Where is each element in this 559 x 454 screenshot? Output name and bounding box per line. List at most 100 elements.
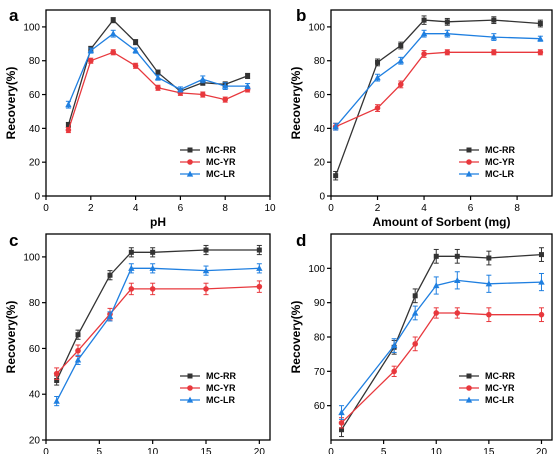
data-point: [333, 173, 339, 179]
data-point: [149, 286, 156, 292]
x-tick-label: 6: [468, 203, 474, 214]
data-point: [128, 249, 134, 255]
data-point: [486, 255, 492, 261]
data-point: [486, 311, 492, 318]
x-tick-label: 15: [483, 447, 495, 454]
panel-c: 0510152020406080100Extraction Time (min)…: [4, 231, 271, 454]
data-point: [75, 332, 81, 338]
data-point: [374, 105, 381, 111]
data-point: [444, 49, 451, 56]
data-point: [444, 30, 451, 37]
series-mc-lr: [53, 263, 263, 407]
y-tick-label: 100: [23, 22, 40, 33]
data-point: [421, 51, 427, 57]
y-tick-label: 40: [29, 390, 41, 401]
y-axis-title: Recovery(%): [4, 67, 18, 140]
y-tick-label: 0: [34, 192, 40, 203]
panel-a: 0 2 4 6 8 10020406080100pHRecovery(%)aMC-RRMC…: [4, 6, 276, 229]
y-axis-title: Recovery(%): [289, 67, 303, 140]
data-point: [110, 49, 116, 56]
series-mc-rr: [65, 17, 251, 129]
data-point: [222, 96, 228, 103]
x-tick-label: 20: [536, 447, 548, 454]
y-tick-label: 60: [29, 90, 41, 101]
data-point: [454, 310, 461, 316]
x-tick-label: 20: [254, 447, 266, 454]
y-tick-label: 70: [314, 367, 326, 378]
data-point: [110, 30, 117, 37]
legend-label: MC-YR: [206, 157, 236, 167]
data-point: [106, 313, 114, 319]
x-tick-label: 5: [97, 447, 103, 454]
data-point: [107, 272, 113, 278]
data-point: [256, 247, 262, 253]
panel-letter: d: [296, 231, 306, 250]
x-tick-label: 8: [222, 203, 228, 214]
legend-label: MC-RR: [485, 145, 515, 155]
y-axis-title: Recovery(%): [4, 301, 18, 374]
y-tick-label: 60: [314, 401, 326, 412]
data-point: [65, 127, 72, 133]
series-mc-yr: [338, 307, 545, 429]
data-point: [222, 82, 229, 89]
data-point: [454, 253, 460, 259]
data-point: [537, 49, 544, 56]
data-point: [149, 264, 156, 271]
x-tick-label: 0: [43, 203, 49, 214]
plot-frame: [330, 233, 553, 441]
series-mc-rr: [333, 15, 543, 181]
plot-frame: [45, 233, 271, 441]
data-point: [332, 123, 339, 130]
data-point: [390, 342, 398, 349]
data-point: [412, 293, 418, 299]
plot-frame: [45, 9, 271, 197]
series-mc-lr: [65, 29, 251, 109]
data-point: [454, 276, 461, 283]
data-point: [398, 43, 404, 49]
data-point: [538, 311, 545, 318]
data-point: [203, 247, 209, 253]
legend: MC-RR MC-YR MC-LR: [459, 371, 515, 405]
x-tick-label: 4: [133, 203, 139, 214]
data-point: [374, 74, 381, 81]
data-point: [200, 91, 206, 98]
plot-frame: [330, 9, 553, 197]
y-tick-label: 60: [29, 344, 41, 355]
x-axis-title: pH: [150, 215, 166, 229]
data-point: [244, 82, 251, 89]
data-point: [154, 74, 162, 81]
y-tick-label: 20: [29, 158, 41, 169]
legend-marker: [466, 385, 472, 391]
legend-label: MC-LR: [206, 395, 235, 405]
legend-label: MC-LR: [485, 169, 514, 179]
legend: MC-RR MC-YR MC-LR: [459, 145, 515, 179]
legend-marker: [187, 373, 193, 379]
data-point: [411, 309, 419, 316]
data-point: [338, 409, 345, 416]
x-tick-label: 6: [178, 203, 184, 214]
x-tick-label: 2: [375, 203, 381, 214]
legend-label: MC-LR: [206, 169, 235, 179]
y-axis-title: Recovery(%): [289, 301, 303, 374]
data-point: [65, 122, 71, 128]
data-point: [397, 57, 404, 64]
data-point: [491, 49, 497, 56]
data-point: [87, 47, 94, 54]
y-tick-label: 20: [314, 158, 326, 169]
data-point: [538, 278, 545, 285]
data-point: [133, 39, 139, 45]
series-mc-rr: [54, 244, 262, 386]
x-tick-label: 0: [328, 447, 334, 454]
data-point: [203, 286, 209, 292]
panel-letter: a: [9, 6, 19, 25]
data-point: [256, 264, 263, 271]
data-point: [412, 341, 418, 347]
legend: MC-RR MC-YR MC-LR: [180, 145, 236, 179]
legend-marker: [465, 170, 473, 177]
y-tick-label: 20: [29, 436, 41, 447]
y-tick-label: 80: [29, 56, 41, 67]
y-tick-label: 80: [314, 56, 326, 67]
legend-label: MC-RR: [206, 371, 236, 381]
x-axis-title: Amount of Sorbent (mg): [373, 215, 511, 229]
